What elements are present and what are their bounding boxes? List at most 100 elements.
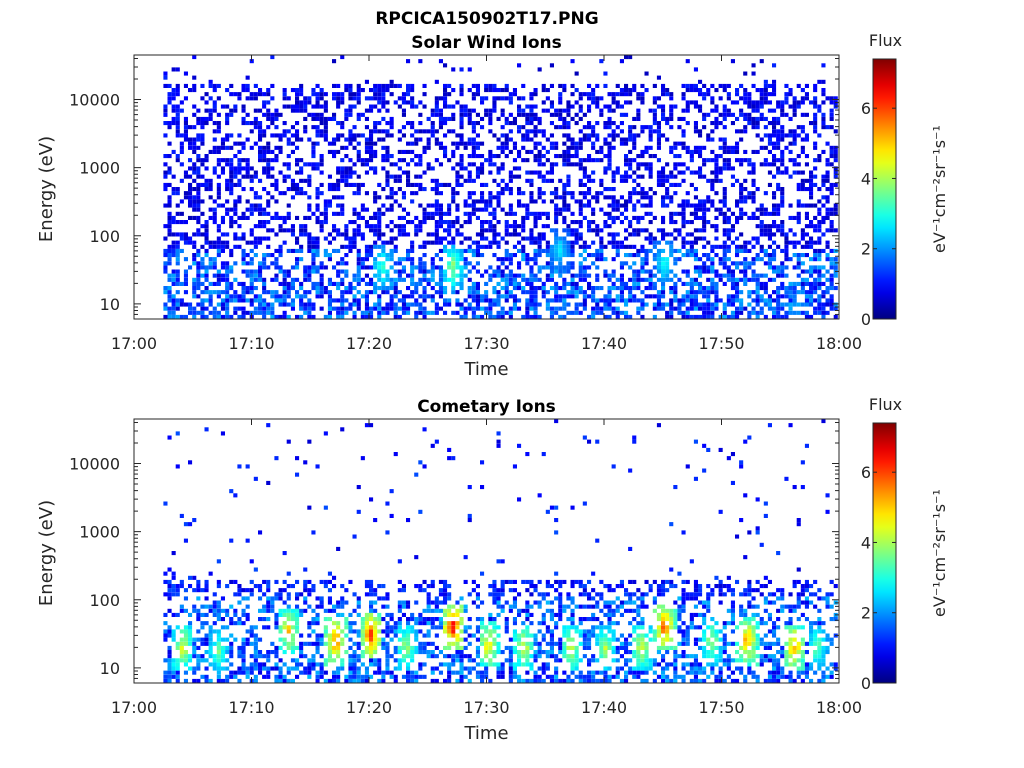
heatmap-cell [480,116,485,121]
heatmap-cell [475,145,480,150]
heatmap-cell [200,674,205,679]
heatmap-cell [693,215,698,220]
heatmap-cell [809,224,814,229]
heatmap-cell [183,191,188,196]
heatmap-cell [772,88,777,93]
heatmap-cell [167,633,172,638]
heatmap-cell [689,306,694,311]
heatmap-cell [216,604,221,609]
heatmap-cell [767,298,772,303]
heatmap-cell [591,96,596,101]
heatmap-cell [763,261,768,266]
heatmap-cell [570,162,575,167]
heatmap-cell [167,658,172,663]
heatmap-cell [644,261,649,266]
heatmap-cell [500,294,505,299]
heatmap-cell [619,104,624,109]
heatmap-cell [624,178,629,183]
heatmap-cell [693,207,698,212]
heatmap-cell [784,314,789,319]
heatmap-cell [212,592,217,597]
heatmap-cell [352,182,357,187]
heatmap-cell [295,129,300,134]
heatmap-cell [274,116,279,121]
heatmap-cell [607,104,612,109]
heatmap-cell [488,310,493,315]
heatmap-cell [249,257,254,262]
heatmap-cell [369,154,374,159]
heatmap-cell [591,158,596,163]
heatmap-cell [574,294,579,299]
heatmap-cell [336,248,341,253]
heatmap-cell [702,211,707,216]
heatmap-cell [599,306,604,311]
heatmap-cell [364,79,369,84]
heatmap-cell [521,244,526,249]
heatmap-cell [624,174,629,179]
heatmap-cell [389,162,394,167]
heatmap-cell [216,637,221,642]
heatmap-cell [315,92,320,97]
heatmap-cell [192,518,197,523]
heatmap-cell [656,137,661,142]
heatmap-cell [554,195,559,200]
heatmap-cell [381,158,386,163]
heatmap-cell [475,170,480,175]
heatmap-cell [747,290,752,295]
heatmap-cell [809,170,814,175]
heatmap-cell [821,174,826,179]
heatmap-cell [521,112,526,117]
heatmap-cell [352,137,357,142]
heatmap-cell [689,286,694,291]
heatmap-cell [332,154,337,159]
heatmap-cell [648,220,653,225]
heatmap-cell [730,166,735,171]
heatmap-cell [266,253,271,258]
heatmap-cell [204,637,209,642]
heatmap-cell [286,248,291,253]
heatmap-cell [817,199,822,204]
heatmap-cell [722,244,727,249]
heatmap-cell [829,281,834,286]
heatmap-cell [833,129,838,134]
heatmap-cell [504,253,509,258]
heatmap-cell [377,83,382,88]
heatmap-cell [730,286,735,291]
heatmap-cell [183,633,188,638]
heatmap-cell [389,253,394,258]
heatmap-cell [418,182,423,187]
heatmap-cell [434,108,439,113]
heatmap-cell [587,203,592,208]
heatmap-cell [315,207,320,212]
heatmap-cell [311,306,316,311]
heatmap-cell [274,298,279,303]
heatmap-cell [702,269,707,274]
heatmap-cell [488,116,493,121]
heatmap-cell [323,215,328,220]
heatmap-cell [426,215,431,220]
heatmap-cell [475,290,480,295]
heatmap-cell [471,211,476,216]
heatmap-cell [216,662,221,667]
heatmap-cell [578,199,583,204]
heatmap-cell [344,112,349,117]
heatmap-cell [163,187,168,192]
heatmap-cell [196,662,201,667]
heatmap-cell [463,199,468,204]
heatmap-cell [377,314,382,319]
heatmap-cell [545,215,550,220]
heatmap-cell [566,269,571,274]
heatmap-cell [636,310,641,315]
heatmap-cell [233,294,238,299]
heatmap-cell [607,141,612,146]
heatmap-cell [220,290,225,295]
heatmap-cell [229,641,234,646]
heatmap-cell [611,121,616,126]
heatmap-cell [578,182,583,187]
heatmap-cell [443,298,448,303]
heatmap-cell [327,277,332,282]
heatmap-cell [517,298,522,303]
heatmap-cell [352,145,357,150]
heatmap-cell [587,224,592,229]
